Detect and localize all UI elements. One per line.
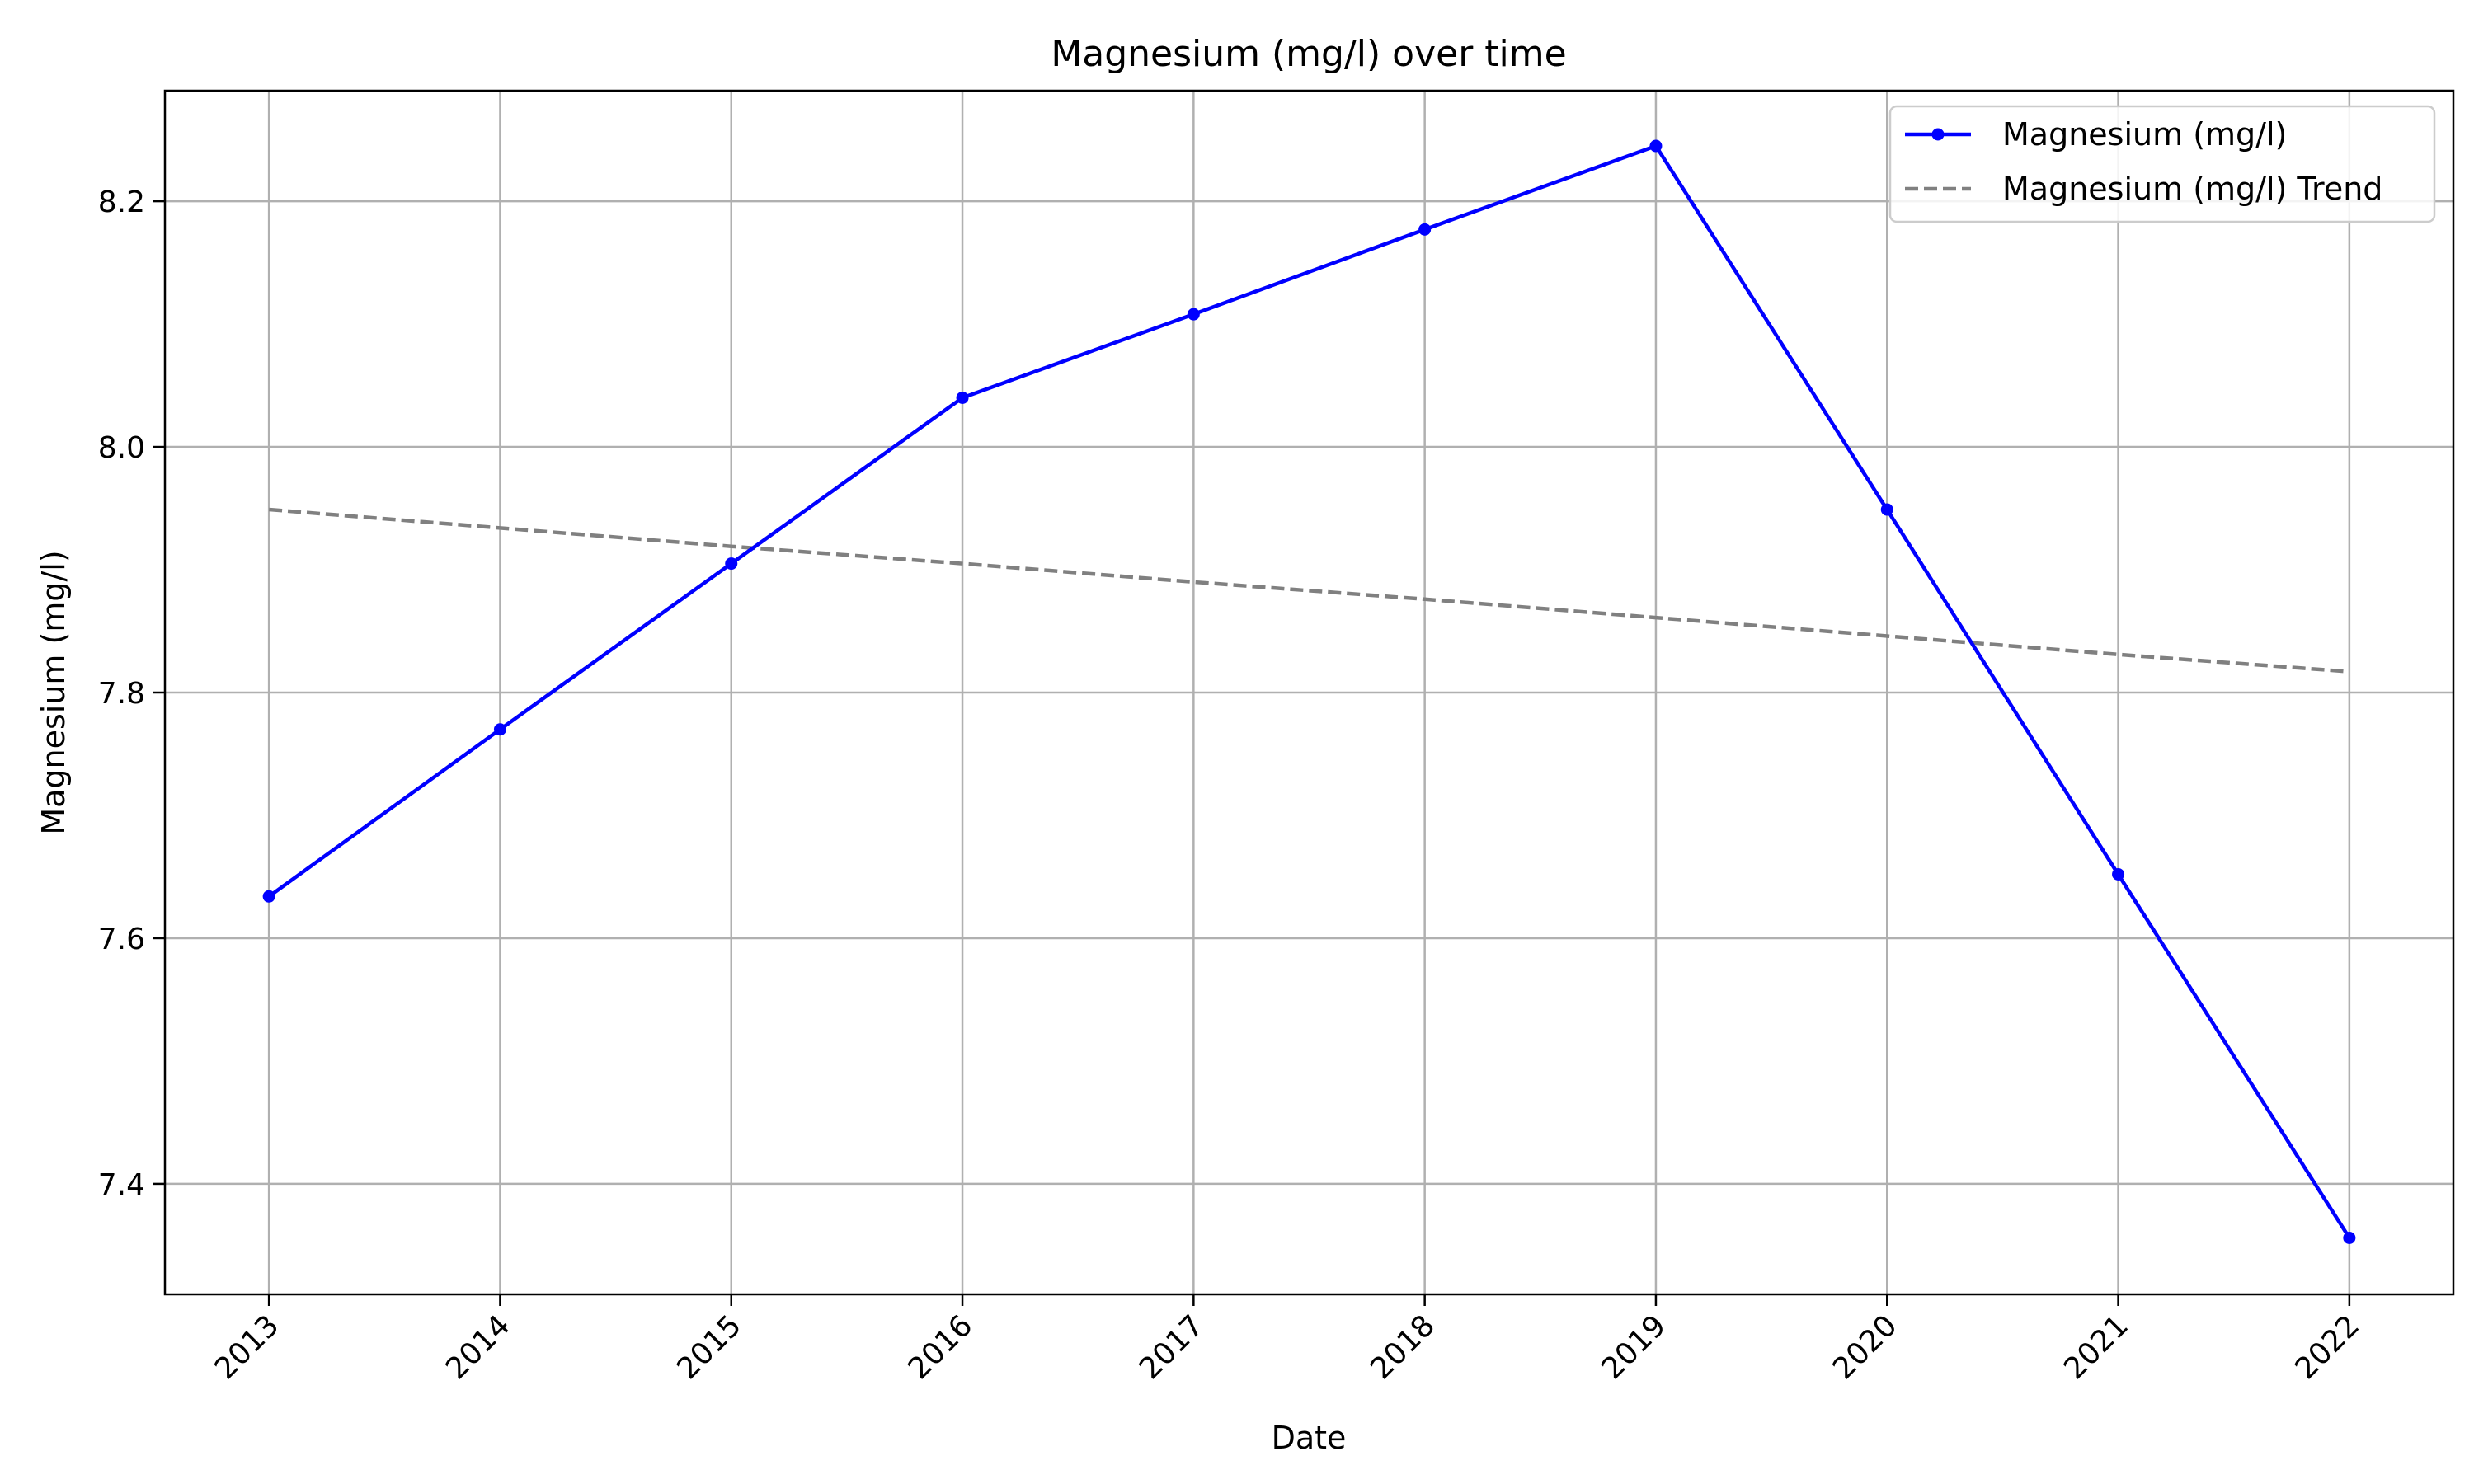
data-point xyxy=(262,890,275,903)
data-point xyxy=(2112,867,2125,881)
y-tick-label: 7.8 xyxy=(98,677,145,711)
data-point xyxy=(1649,139,1663,153)
data-point xyxy=(1418,223,1432,236)
y-axis-label: Magnesium (mg/l) xyxy=(35,550,72,834)
data-point xyxy=(1187,308,1200,321)
trend-line xyxy=(268,507,2350,674)
y-tick-label: 7.6 xyxy=(98,923,145,956)
legend-box xyxy=(1888,105,2436,223)
data-point xyxy=(956,391,969,404)
chart-title: Magnesium (mg/l) over time xyxy=(1051,33,1566,75)
y-tick-label: 7.4 xyxy=(98,1168,145,1202)
data-point xyxy=(2343,1231,2356,1244)
series-layer xyxy=(262,139,2356,1244)
legend-label: Magnesium (mg/l) Trend xyxy=(2002,171,2382,207)
y-tick-label: 8.2 xyxy=(98,186,145,219)
legend: Magnesium (mg/l) Magnesium (mg/l) Trend xyxy=(1888,105,2436,223)
data-point xyxy=(725,557,738,571)
grid xyxy=(165,91,2453,1294)
y-tick-label: 8.0 xyxy=(98,431,145,465)
x-axis-label: Date xyxy=(1272,1420,1347,1456)
data-point xyxy=(1880,503,1893,516)
legend-label: Magnesium (mg/l) xyxy=(2002,116,2287,153)
legend-marker xyxy=(1931,128,1945,141)
data-point xyxy=(493,723,506,736)
series-line xyxy=(267,143,2351,1239)
